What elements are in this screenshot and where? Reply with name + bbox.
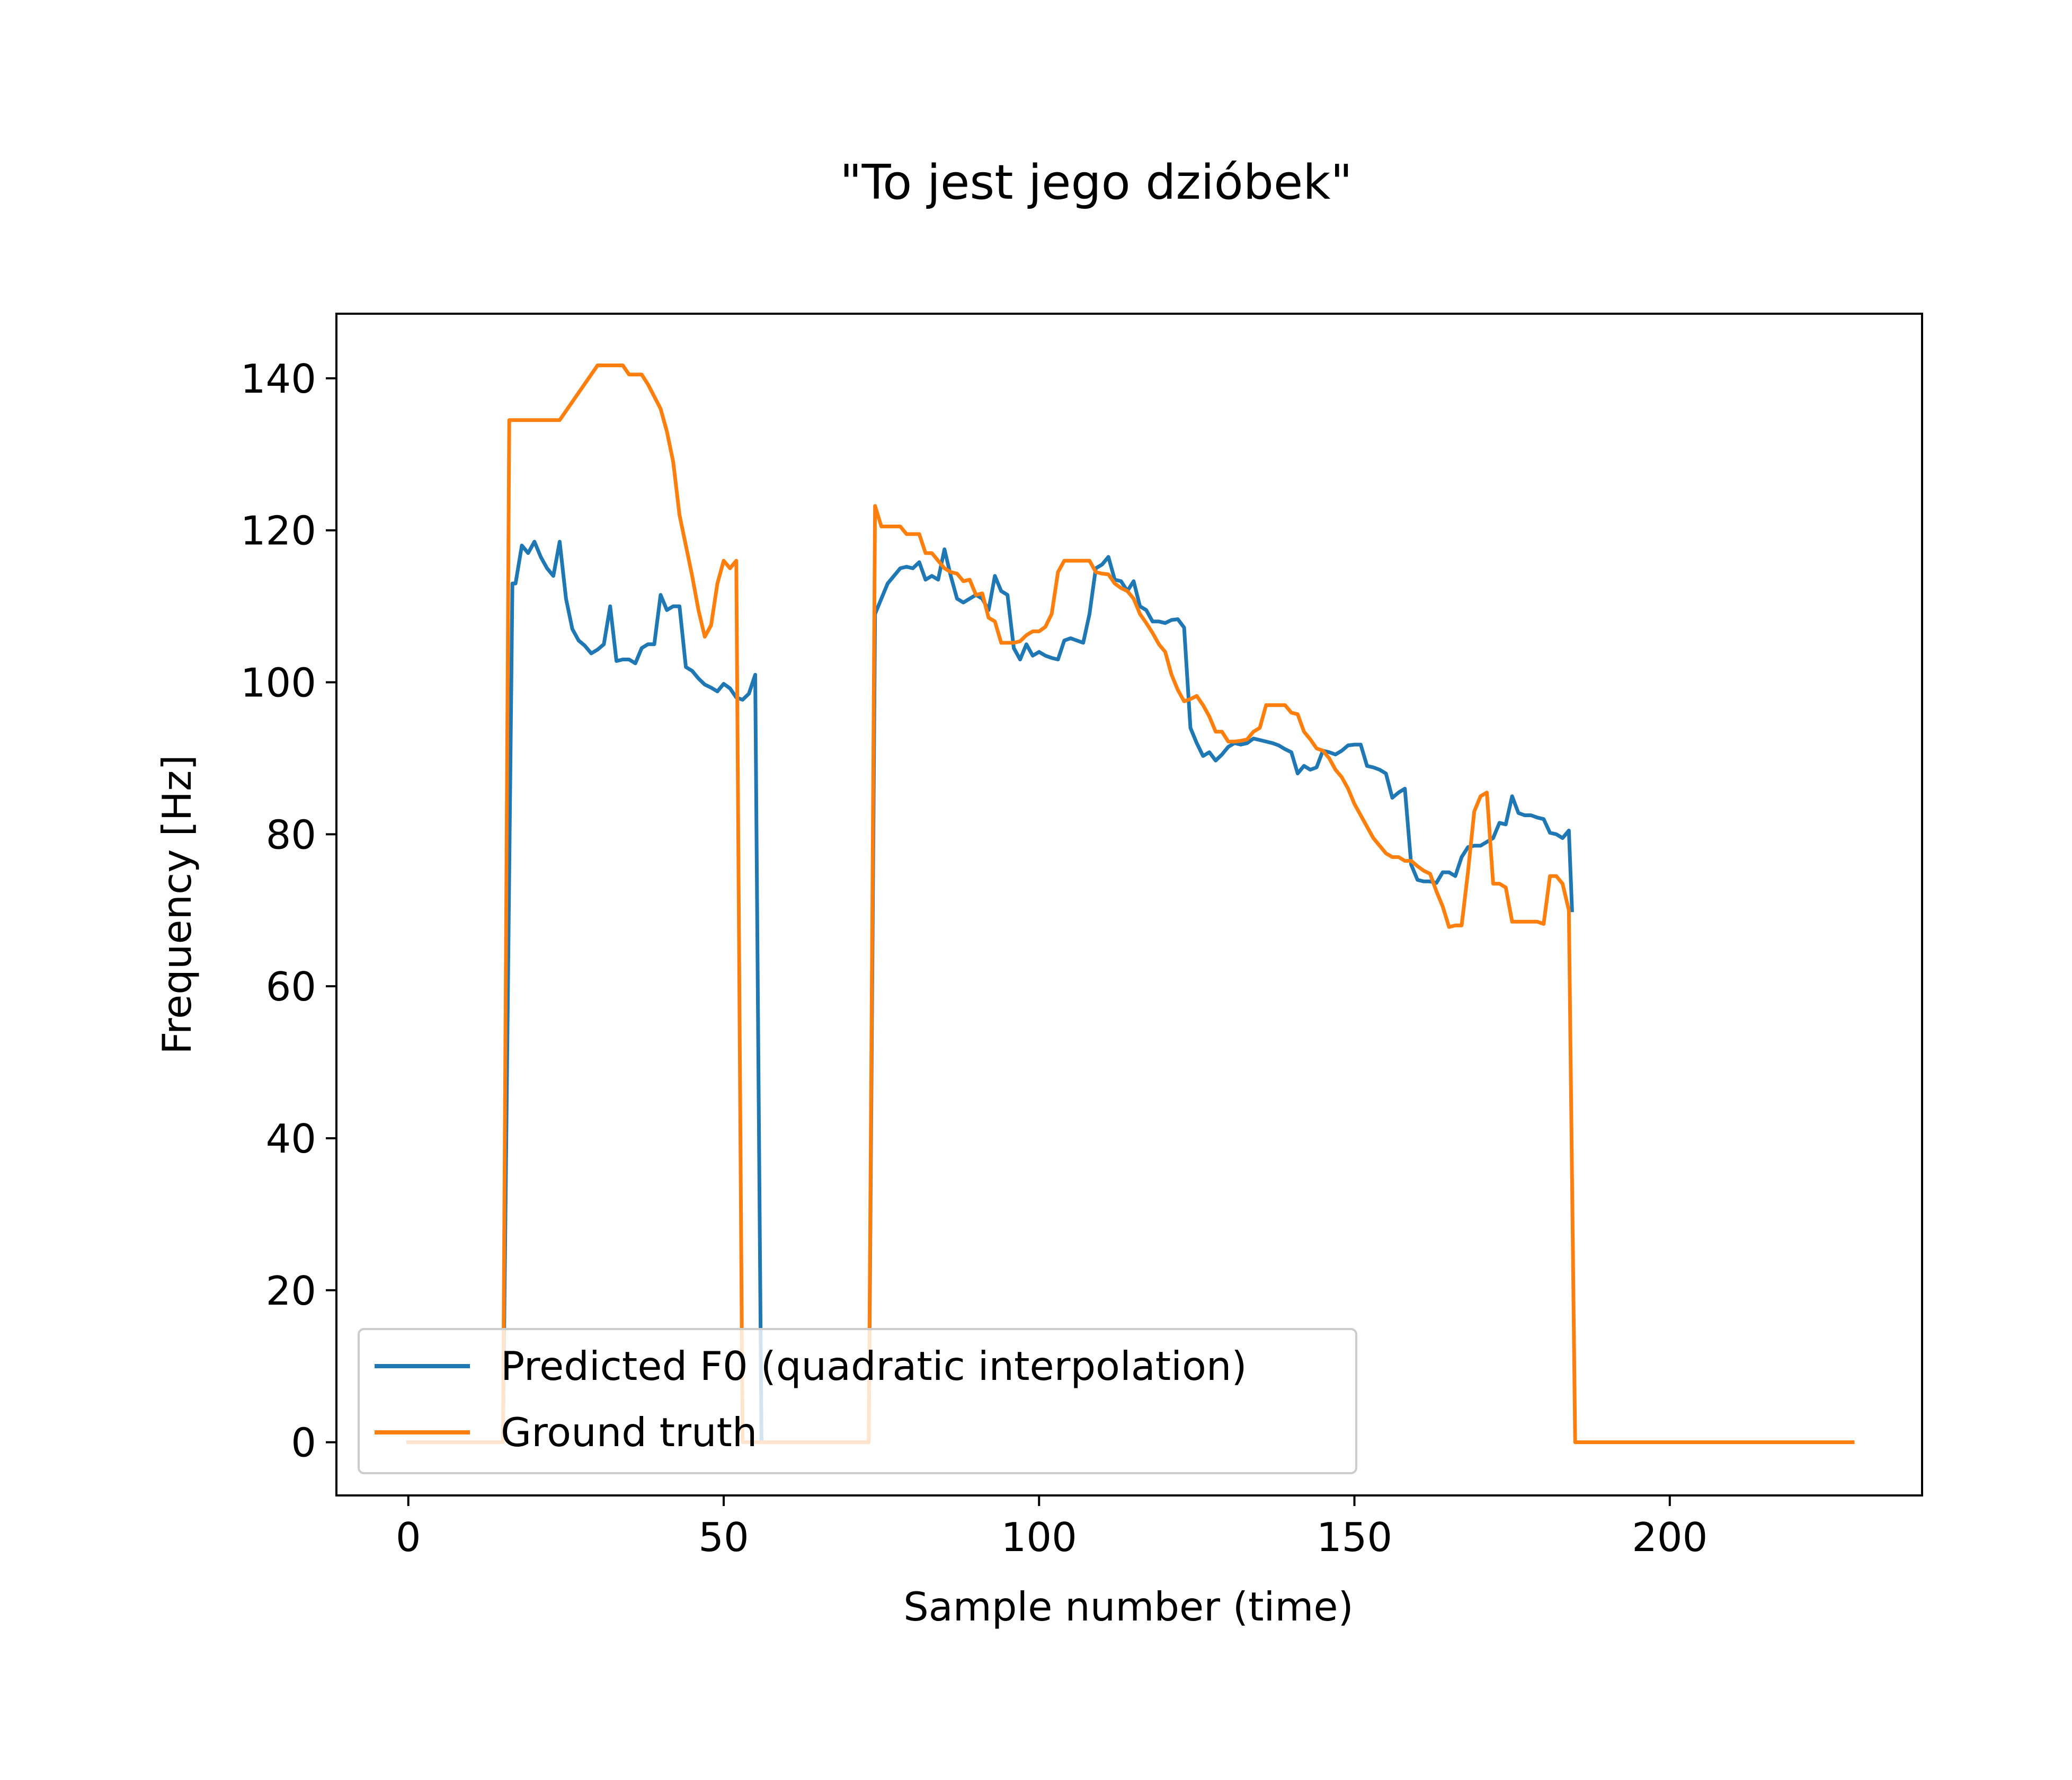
legend: Predicted F0 (quadratic interpolation) G… — [358, 1328, 1357, 1474]
series-line-0 — [406, 539, 1574, 1445]
x-tick-label: 0 — [396, 1514, 421, 1561]
plot-frame — [335, 313, 1923, 1496]
y-ticks: 0 20 40 60 80 100 120 140 — [241, 356, 336, 1466]
y-tick-label: 0 — [291, 1420, 316, 1466]
y-tick-label: 120 — [241, 508, 316, 554]
y-tick-label: 60 — [266, 963, 316, 1010]
y-tick-label: 20 — [266, 1268, 316, 1314]
y-tick-label: 100 — [241, 660, 316, 706]
x-tick-label: 150 — [1317, 1514, 1392, 1561]
legend-label-ground-truth: Ground truth — [501, 1409, 757, 1456]
x-tick-label: 100 — [1001, 1514, 1077, 1561]
x-tick-label: 50 — [698, 1514, 749, 1561]
y-axis-label: Frequency [Hz] — [154, 755, 200, 1055]
x-axis-label: Sample number (time) — [903, 1583, 1354, 1630]
y-tick-label: 80 — [266, 811, 316, 858]
y-tick-label: 40 — [266, 1115, 316, 1162]
x-ticks: 0 50 100 150 200 — [396, 1495, 1708, 1561]
legend-box — [358, 1328, 1357, 1474]
x-tick-label: 200 — [1632, 1514, 1708, 1561]
chart-title: "To jest jego dziόbek" — [840, 155, 1353, 210]
legend-label-predicted: Predicted F0 (quadratic interpolation) — [501, 1343, 1247, 1389]
y-tick-label: 140 — [241, 356, 316, 402]
